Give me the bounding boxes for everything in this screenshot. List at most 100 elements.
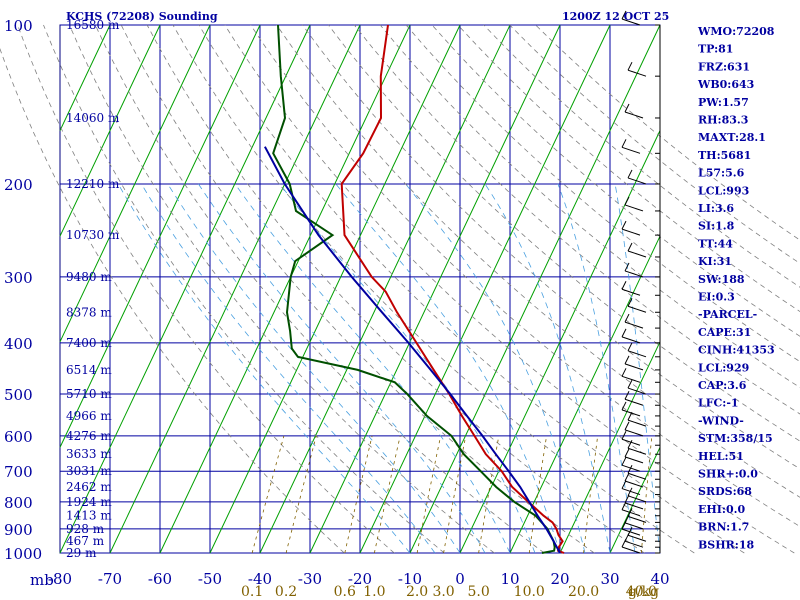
height-label: 14060 m (66, 111, 120, 125)
mixing-ratio-tick-label: 3.0 (432, 584, 454, 600)
sounding-index-label: -PARCEL- (698, 308, 757, 321)
pressure-tick-label: 200 (4, 176, 33, 194)
temperature-tick-label: -50 (198, 570, 222, 588)
height-label: 9480 m (66, 270, 112, 284)
pressure-tick-label: 900 (4, 521, 33, 539)
wind-barb-staff (622, 337, 640, 343)
dry-adiabat-line (199, 25, 744, 553)
isotherm-line (110, 25, 360, 553)
wind-barb-staff (625, 430, 643, 436)
wind-barb-flag (628, 343, 632, 351)
sounding-index-label: CAPE:31 (698, 326, 751, 339)
sounding-index-label: EHI:0.0 (698, 503, 745, 516)
isotherm-line (160, 25, 410, 553)
mixing-ratio-tick-label: 2.0 (406, 584, 428, 600)
sounding-index-label: -WIND- (698, 414, 744, 427)
dry-adiabat-line (173, 25, 694, 553)
moist-adiabat-line (118, 184, 410, 553)
sounding-index-label: SHR+:0.0 (698, 468, 758, 481)
wind-barb-flag (622, 457, 626, 465)
wind-barb-staff (628, 306, 646, 312)
wind-barb-staff (625, 112, 643, 118)
pressure-unit-label: mb (30, 571, 54, 589)
sounding-index-label: L57:5.6 (698, 167, 745, 180)
sounding-index-label: SRDS:68 (698, 485, 752, 498)
wind-barb-staff (622, 547, 640, 553)
skewt-chart: 1002003004005006007008009001000-80 -70 -60… (0, 0, 800, 600)
mixing-ratio-tick-label: 5.0 (467, 584, 489, 600)
sounding-index-label: LI:3.6 (698, 202, 734, 215)
wind-barb-flag (628, 243, 632, 251)
temperature-tick-label: 20 (550, 570, 569, 588)
wind-barb-staff (622, 465, 640, 471)
sounding-index-label: STM:358/15 (698, 432, 773, 445)
wind-barb-staff (625, 271, 643, 277)
height-label: 3031 m (66, 464, 112, 478)
height-label: 1413 m (66, 509, 112, 523)
height-label: 5710 m (66, 387, 112, 401)
mixing-ratio-line (584, 436, 598, 553)
wind-barb-staff (625, 457, 643, 463)
sounding-index-label: MAXT:28.1 (698, 131, 766, 144)
wind-barb-flag (625, 197, 629, 205)
dry-adiabat-line (121, 25, 594, 553)
sounding-index-label: WMO:72208 (697, 25, 775, 38)
pressure-tick-label: 500 (4, 386, 33, 404)
height-label: 4966 m (66, 409, 112, 423)
wind-barb-flag (625, 422, 629, 430)
wind-barb-flag (622, 431, 626, 439)
wind-barb-staff (625, 205, 643, 211)
mixing-ratio-line (286, 436, 316, 553)
dry-adiabat-line (69, 25, 494, 553)
wind-barb-flag (625, 356, 629, 364)
background-lines (0, 25, 800, 553)
pressure-tick-label: 1000 (4, 545, 42, 563)
temperature-tick-label: 0 (455, 570, 465, 588)
sounding-index-label: SI:1.8 (698, 220, 735, 233)
mixing-ratio-tick-label: 0.6 (334, 584, 356, 600)
sounding-index-label: RH:83.3 (698, 114, 748, 127)
mixing-ratio-tick-label: 1.0 (363, 584, 385, 600)
parcel-line (265, 147, 560, 553)
pressure-tick-label: 600 (4, 428, 33, 446)
wind-barb-flag (622, 221, 626, 229)
height-label: 7400 m (66, 336, 112, 350)
mixing-ratio-tick-label: 10.0 (514, 584, 545, 600)
height-label: 3633 m (66, 447, 112, 461)
temperature-tick-label: -70 (98, 570, 122, 588)
pressure-tick-label: 800 (4, 494, 33, 512)
temperature-line (342, 25, 564, 553)
wind-barb-staff (625, 523, 643, 529)
sounding-index-label: TT:44 (698, 237, 733, 250)
height-label: 6514 m (66, 363, 112, 377)
temperature-tick-label: 30 (600, 570, 619, 588)
dewpoint-line (273, 25, 555, 553)
wind-barb-staff (628, 516, 646, 522)
height-label: 2462 m (66, 480, 112, 494)
height-label: 29 m (66, 546, 97, 560)
sounding-index-label: PW:1.57 (698, 96, 749, 109)
chart-title: KCHS (72208) Sounding (66, 10, 218, 23)
mixing-ratio-unit-label: g/kg (628, 584, 659, 600)
wind-barb-flag (622, 368, 626, 376)
wind-barb-staff (628, 251, 646, 257)
moist-adiabat-line (198, 184, 485, 553)
mixing-ratio-tick-label: 0.1 (241, 584, 263, 600)
wind-barb-flag (628, 170, 632, 178)
temperature-tick-label: -30 (298, 570, 322, 588)
moist-adiabat-line (280, 184, 535, 553)
chart-time: 1200Z 12 OCT 25 (562, 10, 669, 23)
sounding-index-label: BSHR:18 (698, 538, 754, 551)
wind-barb-flag (628, 465, 632, 473)
wind-barb-staff (628, 420, 646, 426)
sounding-index-label: WB0:643 (697, 78, 754, 91)
mixing-ratio-line (417, 436, 441, 553)
wind-barb-staff (628, 448, 646, 454)
height-label: 12210 m (66, 177, 120, 191)
sounding-indices: WMO:72208 TP:81 FRZ:631 WB0:643 PW:1.57 RH:83… (697, 25, 775, 551)
sounding-index-label: LFC:-1 (698, 397, 739, 410)
sounding-index-label: LCL:993 (698, 184, 749, 197)
dry-adiabat-line (536, 25, 800, 553)
sounding-index-label: BRN:1.7 (698, 521, 749, 534)
